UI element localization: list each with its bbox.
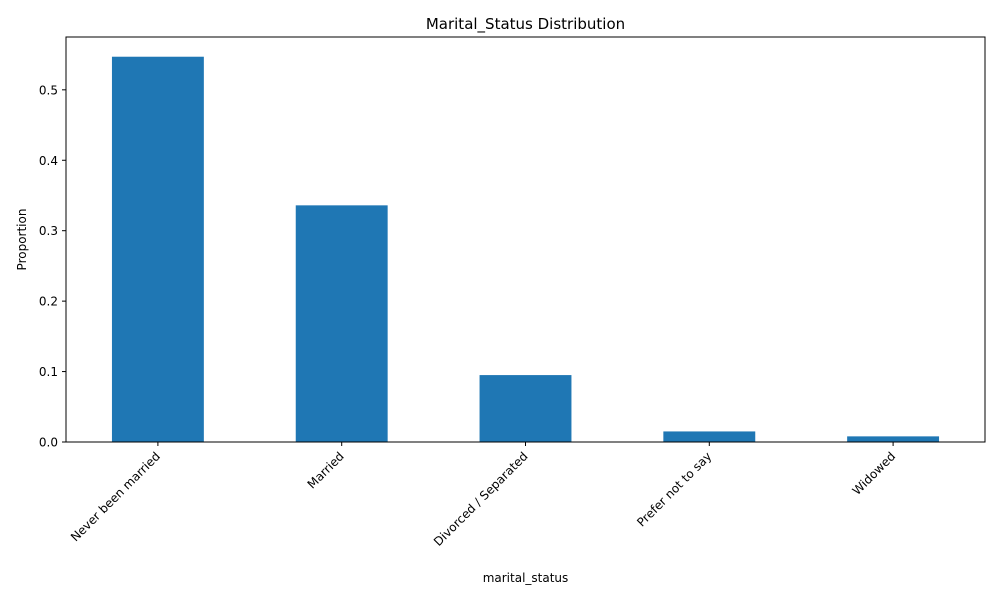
x-tick-label: Widowed xyxy=(850,449,899,498)
y-tick-label: 0.2 xyxy=(39,295,58,309)
y-tick-label: 0.0 xyxy=(39,436,58,450)
y-axis-label: Proportion xyxy=(15,209,29,271)
plot-area: 0.0 0.1 0.2 0.3 0.4 0.5 Never been married Mar… xyxy=(39,36,986,549)
bar-2 xyxy=(479,375,572,442)
y-tick-label: 0.5 xyxy=(39,83,58,97)
chart-title: Marital_Status Distribution xyxy=(426,15,625,34)
x-axis: Never been married Married Divorced / Sepa… xyxy=(68,442,898,549)
bar-0 xyxy=(111,56,204,442)
x-tick-label: Prefer not to say xyxy=(634,449,714,529)
x-tick-label: Divorced / Separated xyxy=(431,449,531,549)
x-axis-label: marital_status xyxy=(483,571,569,585)
bar-4 xyxy=(847,436,940,442)
bars-group xyxy=(111,56,940,442)
y-tick-label: 0.3 xyxy=(39,224,58,238)
x-tick-label: Never been married xyxy=(68,449,163,544)
x-tick-label: Married xyxy=(305,449,347,491)
y-tick-label: 0.4 xyxy=(39,154,58,168)
bar-1 xyxy=(295,205,388,442)
bar-3 xyxy=(663,431,756,442)
y-tick-label: 0.1 xyxy=(39,365,58,379)
y-axis: 0.0 0.1 0.2 0.3 0.4 0.5 xyxy=(39,83,66,450)
